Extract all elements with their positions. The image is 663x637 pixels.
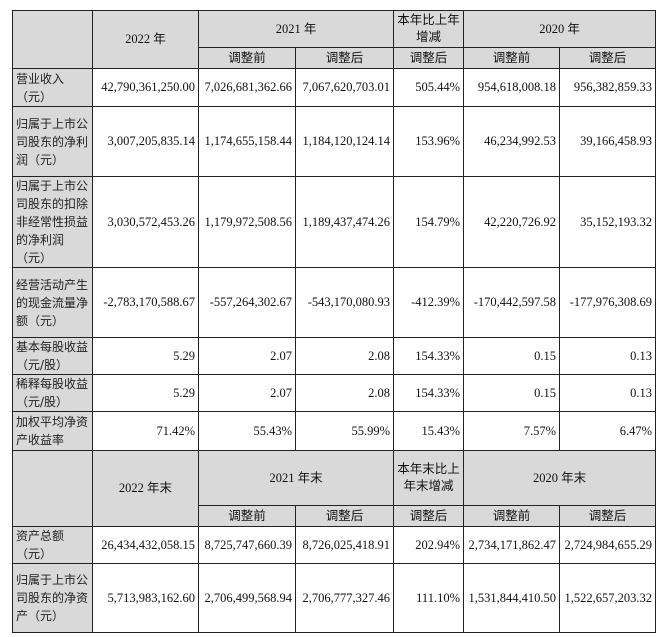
cell-value: 2.07 bbox=[198, 374, 296, 412]
cell-value: 0.15 bbox=[463, 337, 561, 375]
cell-value: 8,726,025,418.91 bbox=[294, 526, 395, 564]
cell-value: 2.07 bbox=[198, 337, 296, 375]
cell-value: -2,783,170,588.67 bbox=[92, 267, 199, 338]
cell-value: 0.13 bbox=[559, 337, 657, 375]
cell-value: 1,174,655,158.44 bbox=[198, 106, 296, 177]
table-row: 稀释每股收益（元/股） 5.29 2.07 2.08 154.33% 0.15 0.13 bbox=[12, 374, 657, 412]
table-row: 归属于上市公司股东的净利润（元） 3,007,205,835.14 1,174,65… bbox=[12, 106, 657, 177]
cell-value: 3,030,572,453.26 bbox=[92, 176, 199, 268]
cell-value: 1,179,972,508.56 bbox=[198, 176, 296, 268]
cell-value: 1,522,657,203.32 bbox=[559, 563, 657, 633]
cell-value: -177,976,308.69 bbox=[559, 267, 657, 338]
table-row: 经营活动产生的现金流量净额（元） -2,783,170,588.67 -557,26… bbox=[12, 267, 657, 338]
cell-value: 55.43% bbox=[198, 411, 296, 451]
cell-value: 15.43% bbox=[393, 411, 465, 451]
financial-summary-table: 2022 年 2021 年 本年比上年增减 2020 年 调整前 调整后 调整后… bbox=[12, 10, 657, 633]
header-blank bbox=[12, 10, 93, 69]
table-row: 基本每股收益（元/股） 5.29 2.07 2.08 154.33% 0.15 0.13 bbox=[12, 337, 657, 375]
cell-value: 7,026,681,362.66 bbox=[198, 68, 296, 107]
row-label: 营业收入（元） bbox=[12, 68, 93, 107]
subheader-row: 调整前 调整后 调整后 调整前 调整后 bbox=[13, 47, 657, 69]
header-2021-end: 2021 年末 bbox=[197, 450, 395, 506]
cell-value: 0.13 bbox=[559, 374, 657, 412]
subheader: 调整前 bbox=[463, 505, 561, 527]
cell-value: -543,170,080.93 bbox=[294, 267, 395, 338]
cell-value: 154.33% bbox=[393, 374, 465, 412]
table-row: 加权平均净资产收益率 71.42% 55.43% 55.99% 15.43% 7.57% 6… bbox=[12, 411, 657, 451]
subheader: 调整后 bbox=[559, 47, 657, 69]
row-label: 加权平均净资产收益率 bbox=[12, 411, 93, 451]
cell-value: 0.15 bbox=[463, 374, 561, 412]
cell-value: 55.99% bbox=[294, 411, 395, 451]
cell-value: 2,706,777,327.46 bbox=[294, 563, 395, 633]
table-row: 归属于上市公司股东的扣除非经常性损益的净利润（元） 3,030,572,453.2… bbox=[12, 176, 657, 268]
cell-value: 7,067,620,703.01 bbox=[294, 68, 395, 107]
subheader: 调整前 bbox=[198, 47, 296, 69]
cell-value: 46,234,992.53 bbox=[463, 106, 561, 177]
cell-value: 35,152,193.32 bbox=[559, 176, 657, 268]
cell-value: 153.96% bbox=[393, 106, 465, 177]
row-label: 稀释每股收益（元/股） bbox=[12, 374, 93, 412]
cell-value: 2.08 bbox=[294, 337, 395, 375]
table-row: 资产总额（元） 26,434,432,058.15 8,725,747,660.39… bbox=[12, 526, 657, 564]
subheader: 调整前 bbox=[463, 47, 561, 69]
cell-value: 6.47% bbox=[559, 411, 657, 451]
cell-value: 71.42% bbox=[92, 411, 199, 451]
subheader: 调整后 bbox=[393, 47, 465, 69]
row-label: 经营活动产生的现金流量净额（元） bbox=[12, 267, 93, 338]
row-label: 基本每股收益（元/股） bbox=[12, 337, 93, 375]
header-change-end: 本年末比上年末增减 bbox=[393, 450, 465, 506]
header-2022-end: 2022 年末 bbox=[92, 450, 199, 527]
cell-value: 1,531,844,410.50 bbox=[463, 563, 561, 633]
cell-value: 5.29 bbox=[92, 337, 199, 375]
cell-value: 956,382,859.33 bbox=[559, 68, 657, 107]
cell-value: 154.79% bbox=[393, 176, 465, 268]
cell-value: 2.08 bbox=[294, 374, 395, 412]
header-2022: 2022 年 bbox=[92, 10, 199, 69]
row-label: 归属于上市公司股东的扣除非经常性损益的净利润（元） bbox=[12, 176, 93, 268]
table-row: 营业收入（元） 42,790,361,250.00 7,026,681,362.66… bbox=[12, 68, 657, 107]
subheader: 调整后 bbox=[559, 505, 657, 527]
cell-value: 202.94% bbox=[393, 526, 465, 564]
cell-value: 7.57% bbox=[463, 411, 561, 451]
header-change: 本年比上年增减 bbox=[393, 10, 465, 48]
cell-value: 154.33% bbox=[393, 337, 465, 375]
cell-value: -412.39% bbox=[393, 267, 465, 338]
cell-value: 26,434,432,058.15 bbox=[92, 526, 199, 564]
cell-value: 5,713,983,162.60 bbox=[92, 563, 199, 633]
cell-value: 1,189,437,474.26 bbox=[294, 176, 395, 268]
row-label: 归属于上市公司股东的净利润（元） bbox=[12, 106, 93, 177]
subheader: 调整后 bbox=[294, 47, 395, 69]
subheader: 调整后 bbox=[393, 505, 465, 527]
cell-value: 2,706,499,568.94 bbox=[198, 563, 296, 633]
row-label: 资产总额（元） bbox=[12, 526, 93, 564]
cell-value: 954,618,008.18 bbox=[463, 68, 561, 107]
cell-value: 3,007,205,835.14 bbox=[92, 106, 199, 177]
cell-value: 42,790,361,250.00 bbox=[92, 68, 199, 107]
cell-value: -557,264,302.67 bbox=[198, 267, 296, 338]
header-blank bbox=[12, 450, 93, 527]
table-row: 归属于上市公司股东的净资产（元） 5,713,983,162.60 2,706,49… bbox=[12, 563, 657, 633]
header-row: 2022 年 2021 年 本年比上年增减 2020 年 bbox=[12, 10, 657, 69]
cell-value: 5.29 bbox=[92, 374, 199, 412]
header-row-2: 2022 年末 2021 年末 本年末比上年末增减 2020 年末 bbox=[12, 450, 657, 527]
cell-value: 42,220,726.92 bbox=[463, 176, 561, 268]
cell-value: 1,184,120,124.14 bbox=[294, 106, 395, 177]
header-2020: 2020 年 bbox=[463, 10, 657, 48]
cell-value: 2,734,171,862.47 bbox=[463, 526, 561, 564]
header-2021: 2021 年 bbox=[197, 10, 395, 48]
cell-value: 39,166,458.93 bbox=[559, 106, 657, 177]
cell-value: 111.10% bbox=[393, 563, 465, 633]
cell-value: 8,725,747,660.39 bbox=[198, 526, 296, 564]
header-2020-end: 2020 年末 bbox=[463, 450, 657, 506]
subheader: 调整前 bbox=[198, 505, 296, 527]
subheader: 调整后 bbox=[294, 505, 395, 527]
cell-value: 2,724,984,655.29 bbox=[559, 526, 657, 564]
cell-value: 505.44% bbox=[393, 68, 465, 107]
row-label: 归属于上市公司股东的净资产（元） bbox=[12, 563, 93, 633]
cell-value: -170,442,597.58 bbox=[463, 267, 561, 338]
